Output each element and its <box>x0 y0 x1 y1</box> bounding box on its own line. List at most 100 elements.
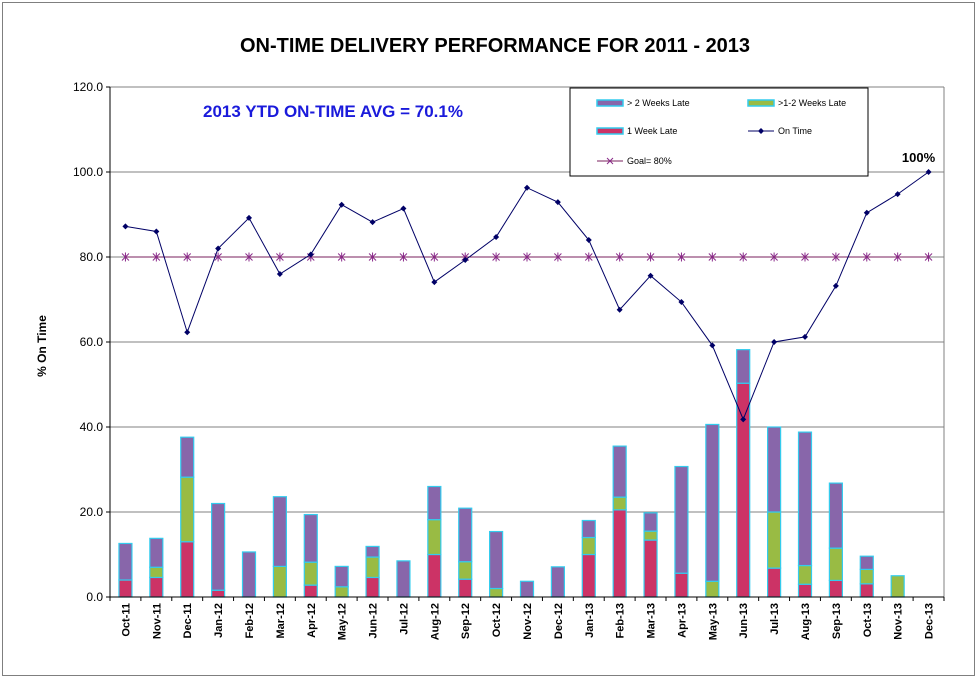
bar-over-2-weeks-late <box>458 507 473 563</box>
legend-label: >1-2 Weeks Late <box>778 98 846 108</box>
bar-over-2-weeks-late <box>643 512 658 532</box>
goal-marker <box>523 252 531 262</box>
bar-1-week-late <box>581 553 596 598</box>
x-tick-label: Jun-13 <box>738 603 750 638</box>
on-time-point <box>400 205 407 212</box>
bar-over-2-weeks-late <box>180 436 195 478</box>
bar-1-2-weeks-late <box>890 575 905 598</box>
bar-1-week-late <box>674 572 689 598</box>
on-time-point <box>153 228 160 235</box>
bar-1-2-weeks-late <box>767 511 782 569</box>
goal-marker <box>121 252 130 262</box>
x-tick-label: Dec-11 <box>182 603 194 638</box>
on-time-point <box>925 169 932 175</box>
on-time-point <box>771 339 778 345</box>
goal-marker <box>492 252 500 262</box>
bar-over-2-weeks-late <box>211 502 226 591</box>
on-time-point <box>184 329 191 336</box>
bar-1-week-late <box>797 583 813 598</box>
goal-marker <box>708 252 717 262</box>
bar-1-2-weeks-late <box>272 565 287 598</box>
goal-marker <box>739 252 748 262</box>
y-tick-label: 20.0 <box>80 505 104 519</box>
bar-over-2-weeks-late <box>828 482 843 549</box>
bar-over-2-weeks-late <box>705 423 720 582</box>
bar-1-week-late <box>458 578 473 598</box>
on-time-point <box>554 199 561 206</box>
x-tick-label: Apr-13 <box>676 603 688 638</box>
on-time-point <box>616 306 623 313</box>
goal-marker <box>554 252 562 262</box>
bar-over-2-weeks-late <box>149 537 164 568</box>
legend-item: On Time <box>748 126 812 136</box>
on-time-point <box>647 272 654 279</box>
on-time-point <box>122 223 129 230</box>
on-time-point <box>524 184 530 191</box>
bar-over-2-weeks-late <box>674 465 689 574</box>
bar-1-week-late <box>211 589 226 598</box>
legend-item: 1 Week Late <box>596 126 677 136</box>
y-axis-label: % On Time <box>35 315 49 377</box>
chart-title: ON-TIME DELIVERY PERFORMANCE FOR 2011 - … <box>240 35 750 57</box>
bar-over-2-weeks-late <box>489 530 504 590</box>
legend-swatch <box>596 127 624 135</box>
x-tick-label: May-12 <box>337 603 349 640</box>
x-tick-label: May-13 <box>707 603 719 640</box>
bar-1-2-weeks-late <box>705 580 720 598</box>
bar-1-2-weeks-late <box>489 587 504 598</box>
bar-1-2-weeks-late <box>365 556 380 579</box>
bar-over-2-weeks-late <box>334 565 349 588</box>
goal-marker <box>399 252 408 262</box>
bar-1-2-weeks-late <box>797 564 813 585</box>
legend-marker <box>758 128 764 134</box>
goal-marker <box>615 252 624 262</box>
x-tick-label: Jul-12 <box>398 603 410 635</box>
on-time-point <box>863 209 870 216</box>
legend-swatch <box>596 99 624 107</box>
y-tick-label: 80.0 <box>80 250 104 264</box>
x-tick-label: Feb-12 <box>244 603 256 638</box>
on-time-point <box>678 299 685 306</box>
axes: 0.0 20.0 40.0 60.0 80.0 100.0 120.0 Oct-11 Nov-1… <box>73 80 945 640</box>
bar-1-week-late <box>365 576 380 598</box>
legend-swatch <box>747 99 775 107</box>
bar-1-2-weeks-late <box>334 586 349 598</box>
on-time-point <box>585 237 592 243</box>
y-tick-label: 40.0 <box>80 420 104 434</box>
bar-over-2-weeks-late <box>303 513 318 563</box>
goal-marker <box>245 252 253 262</box>
x-tick-label: Oct-12 <box>491 603 503 637</box>
bar-1-2-weeks-late <box>828 547 843 582</box>
goal-marker <box>368 252 377 262</box>
legend-label: > 2 Weeks Late <box>627 98 690 108</box>
x-tick-label: Mar-12 <box>275 603 287 638</box>
bar-over-2-weeks-late <box>859 555 874 570</box>
line-series <box>121 169 933 423</box>
goal-marker <box>276 252 284 262</box>
bar-over-2-weeks-late <box>767 426 782 513</box>
bar-over-2-weeks-late <box>118 542 133 581</box>
goal-marker <box>862 252 871 262</box>
goal-marker <box>770 252 778 262</box>
goal-marker <box>677 252 686 262</box>
x-tick-label: Aug-13 <box>800 603 812 640</box>
bar-1-2-weeks-late <box>859 568 874 585</box>
bar-1-2-weeks-late <box>458 561 473 580</box>
x-tick-label: Jun-12 <box>368 603 380 638</box>
bar-1-2-weeks-late <box>643 530 658 541</box>
bar-over-2-weeks-late <box>519 580 535 598</box>
x-tick-label: Nov-11 <box>151 603 163 639</box>
legend-label: Goal= 80% <box>627 156 672 166</box>
legend-item: >1-2 Weeks Late <box>747 98 846 108</box>
x-tick-label: Jan-13 <box>584 603 596 638</box>
x-tick-label: Mar-13 <box>646 603 658 638</box>
x-tick-label: Jul-13 <box>769 603 781 635</box>
on-time-point <box>369 219 376 226</box>
bar-1-2-weeks-late <box>303 561 318 586</box>
legend-marker <box>606 157 614 165</box>
on-time-point <box>709 342 716 349</box>
bar-1-week-late <box>859 583 874 598</box>
bar-over-2-weeks-late <box>581 519 596 539</box>
x-tick-label: Nov-12 <box>522 603 534 640</box>
